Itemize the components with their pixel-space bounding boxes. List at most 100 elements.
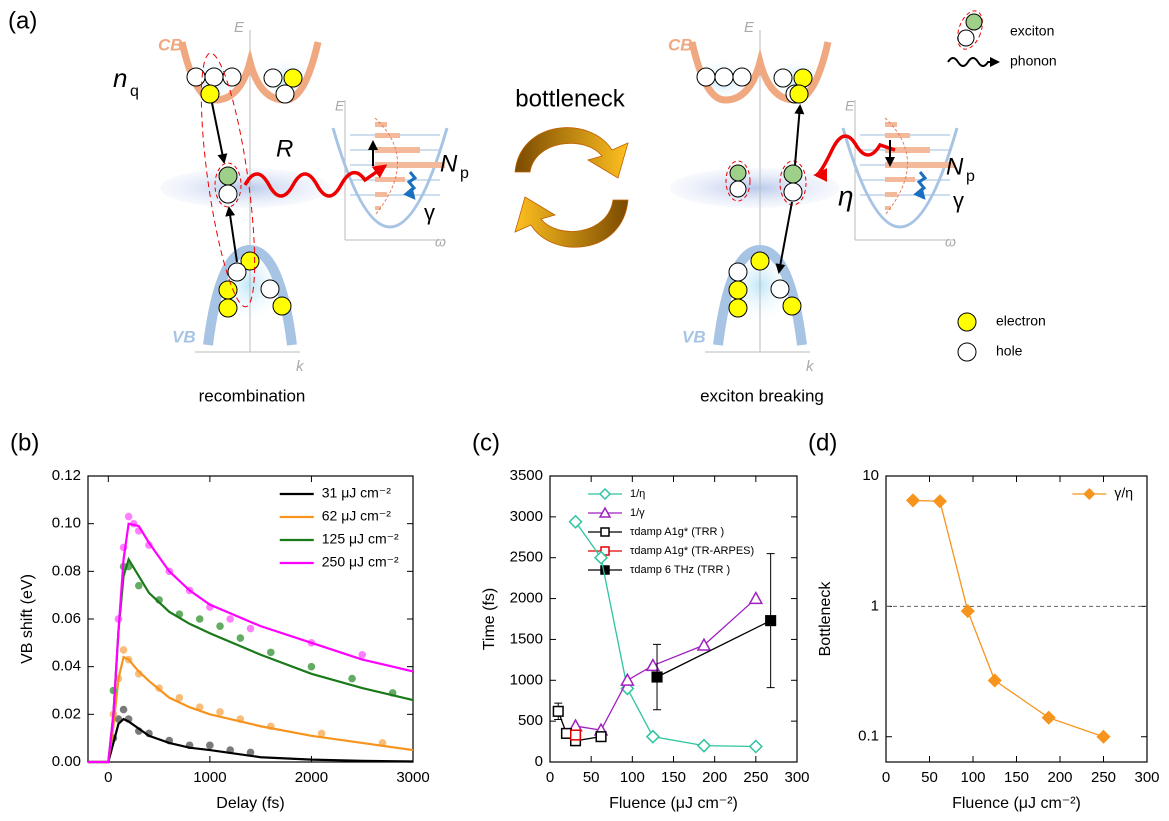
panel-label: (a) [8,7,37,34]
y-tick-label: 0 [535,753,543,770]
symbol-sub: q [130,83,139,100]
caption: exciton breaking [700,386,824,405]
legend-label: 250 μJ cm⁻² [322,554,399,570]
legend-label: 62 μJ cm⁻² [322,508,391,524]
legend-label: τdamp 6 THz (TRR ) [630,564,730,576]
y-tick-label: 0.08 [52,562,81,579]
legend-label: τdamp A1g* (TRR ) [630,526,724,538]
y-tick-label: 2000 [510,590,543,607]
data-point [216,622,224,630]
marker [750,593,762,604]
legend-hole [958,343,976,361]
y-tick-label: 1 [871,597,879,614]
cycle-arrow [515,197,628,247]
marker [621,674,633,685]
marker [647,731,659,743]
data-point [216,708,224,716]
marker [601,528,609,536]
x-axis-label: Delay (fs) [216,795,284,812]
x-tick-label: 50 [583,769,600,786]
marker [553,707,563,717]
band-diagram-left [160,30,447,352]
vb-label: VB [172,327,196,346]
caption: recombination [199,386,306,405]
exciton-electron [784,165,802,183]
symbol: γ [953,188,964,213]
legend-label: 1/η [630,488,645,500]
y-tick-label: 1000 [510,671,543,688]
x-tick-label: 3000 [396,769,429,786]
symbol: N [946,153,964,180]
marker [600,489,610,499]
x-tick-label: 250 [1091,769,1116,786]
x-tick-label: 100 [960,769,985,786]
x-tick-label: 100 [620,769,645,786]
legend-label: 31 μJ cm⁻² [322,485,391,501]
y-tick-label: 500 [518,712,543,729]
data-point [135,582,143,590]
legend-text: hole [996,343,1023,359]
x-tick-label: 200 [702,769,727,786]
symbol-sub: p [966,168,975,185]
series-line [657,621,771,677]
electron [201,85,219,103]
series-line [913,500,1104,736]
marker [934,495,946,507]
axis-label: k [296,358,305,375]
cb-label: CB [158,35,183,54]
symbol: γ [424,200,435,225]
y-tick-label: 0.02 [52,705,81,722]
legend-text: exciton [1010,23,1054,39]
marker [989,674,1001,686]
series-line [88,719,413,762]
axis-label: k [806,358,815,375]
legend-exciton [953,7,987,52]
axis-label: E [845,98,855,114]
legend-electron [958,313,976,331]
legend-label: τdamp A1g* (TR-ARPES) [630,545,754,557]
y-tick-label: 0.10 [52,515,81,532]
y-tick-label: 3500 [510,467,543,484]
x-tick-label: 150 [1004,769,1029,786]
marker [596,732,606,742]
symbol-sub: p [460,165,469,182]
marker [562,729,572,739]
data-point [308,663,316,671]
marker [698,740,710,752]
marker [1043,712,1055,724]
arrow [795,106,800,165]
x-axis-label: Fluence (μJ cm⁻²) [609,795,738,812]
data-point [247,625,255,633]
y-tick-label: 0.00 [52,753,81,770]
y-tick-label: 0.06 [52,610,81,627]
legend-exciton [966,14,982,30]
x-tick-label: 250 [743,769,768,786]
band-diagram-right [670,30,957,352]
data-point [348,675,356,683]
x-tick-label: 2000 [295,769,328,786]
y-axis-label: VB shift (eV) [19,574,36,664]
marker [907,494,919,506]
symbol: N [440,150,458,177]
figure: (a) CB VB E k n q R E ω N p γ recombinat… [0,0,1169,821]
data-point [226,615,234,623]
cycle-arrow [515,128,628,178]
marker [1084,489,1094,499]
exciton-electron [219,167,237,185]
legend-phonon [948,58,998,66]
legend-exciton [958,30,974,46]
data-point [196,615,204,623]
exciton-hole [219,185,237,203]
legend-label: 1/γ [630,507,645,519]
data-point [358,651,366,659]
legend-label: γ/η [1114,485,1133,501]
y-tick-label: 3000 [510,508,543,525]
symbol: η [838,180,854,211]
x-tick-label: 300 [1134,769,1159,786]
y-tick-label: 0.12 [52,467,81,484]
cb-label: CB [668,35,693,54]
electron [790,85,808,103]
marker [652,672,662,682]
marker [601,566,609,574]
